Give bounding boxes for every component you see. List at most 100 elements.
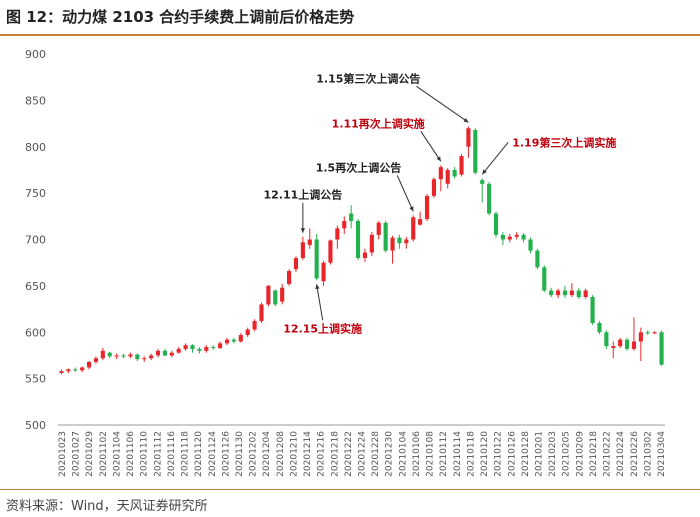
candle-body bbox=[107, 352, 112, 357]
candle-body bbox=[66, 369, 71, 372]
x-tick-label: 20210205 bbox=[562, 431, 572, 477]
chart-title: 图 12：动力煤 2103 合约手续费上调前后价格走势 bbox=[6, 8, 355, 26]
annotation-label: 1.15第三次上调公告 bbox=[316, 71, 420, 85]
x-tick-label: 20201202 bbox=[249, 431, 259, 477]
candle-body bbox=[583, 290, 588, 298]
candle-body bbox=[314, 239, 319, 279]
candle-body bbox=[659, 332, 664, 365]
candle-body bbox=[114, 355, 119, 357]
x-tick-label: 20201210 bbox=[289, 431, 299, 477]
candle-body bbox=[597, 322, 602, 333]
candle-body bbox=[307, 239, 312, 246]
x-tick-label: 20201112 bbox=[153, 431, 163, 477]
x-tick-label: 20201118 bbox=[181, 431, 191, 477]
candle-body bbox=[59, 371, 64, 374]
candle-body bbox=[624, 339, 630, 349]
x-tick-label: 20201124 bbox=[208, 431, 218, 477]
candle-body bbox=[355, 220, 361, 259]
candle-body bbox=[431, 179, 436, 196]
annotation-arrow bbox=[420, 131, 442, 162]
candle-body bbox=[535, 250, 540, 268]
candle-body bbox=[266, 285, 271, 305]
candle-body bbox=[86, 361, 92, 368]
candle-body bbox=[542, 267, 547, 291]
candle-body bbox=[218, 343, 223, 349]
candle-body bbox=[149, 355, 154, 359]
x-tick-label: 20210128 bbox=[521, 431, 531, 477]
candle-body bbox=[190, 345, 195, 349]
x-tick-label: 20201224 bbox=[358, 431, 368, 477]
candle-body bbox=[238, 335, 243, 342]
x-tick-label: 20201130 bbox=[235, 431, 245, 477]
candle-body bbox=[411, 217, 416, 240]
x-tick-label: 20201106 bbox=[126, 431, 136, 477]
x-tick-label: 20201110 bbox=[140, 431, 150, 477]
x-tick-label: 20201120 bbox=[194, 431, 204, 477]
x-tick-label: 20210106 bbox=[412, 431, 422, 477]
candle-body bbox=[183, 345, 188, 349]
candle-body bbox=[521, 234, 526, 240]
candle-body bbox=[349, 213, 354, 221]
candle-body bbox=[473, 130, 478, 173]
annotation-label: 12.11上调公告 bbox=[263, 188, 342, 202]
candle-body bbox=[390, 237, 395, 251]
candle-body bbox=[611, 346, 616, 349]
y-tick-label: 900 bbox=[25, 48, 46, 61]
candle-body bbox=[128, 354, 133, 357]
candle-body bbox=[273, 290, 278, 305]
x-tick-label: 20210122 bbox=[494, 431, 504, 477]
annotation-arrow bbox=[416, 85, 469, 123]
candle-body bbox=[211, 347, 216, 349]
annotation-arrow bbox=[396, 175, 414, 212]
x-tick-label: 20210224 bbox=[616, 431, 626, 477]
x-tick-label: 20201222 bbox=[344, 431, 354, 477]
candle-body bbox=[155, 350, 161, 356]
y-tick-label: 650 bbox=[25, 280, 46, 293]
x-tick-label: 20201104 bbox=[112, 431, 122, 477]
annotation-label: 12.15上调实施 bbox=[283, 321, 362, 335]
x-tick-label: 20210126 bbox=[507, 431, 517, 477]
candle-body bbox=[300, 242, 305, 259]
candle-body bbox=[604, 332, 609, 347]
footer-divider bbox=[0, 489, 700, 490]
x-tick-label: 20210104 bbox=[398, 431, 408, 477]
candle-body bbox=[383, 222, 388, 251]
candle-body bbox=[252, 321, 257, 330]
candle-body bbox=[618, 339, 623, 347]
candle-body bbox=[480, 180, 485, 184]
x-tick-label: 20201116 bbox=[167, 431, 177, 477]
x-tick-label: 20201126 bbox=[221, 431, 231, 477]
candle-body bbox=[259, 304, 264, 322]
candle-body bbox=[142, 358, 147, 360]
candle-body bbox=[562, 290, 568, 296]
x-tick-label: 20201023 bbox=[58, 431, 68, 477]
annotation-arrowhead bbox=[315, 284, 320, 290]
candle-body bbox=[549, 290, 554, 296]
annotation-label: 1.11再次上调实施 bbox=[332, 116, 425, 130]
annotation-arrow bbox=[481, 141, 509, 175]
candle-body bbox=[121, 355, 126, 357]
x-tick-label: 20210209 bbox=[575, 431, 585, 477]
candle-body bbox=[73, 369, 78, 371]
y-tick-label: 600 bbox=[25, 326, 46, 339]
annotation-arrow bbox=[316, 284, 324, 321]
candle-body bbox=[459, 156, 464, 175]
candle-body bbox=[176, 348, 181, 353]
candle-body bbox=[335, 228, 340, 240]
x-tick-label: 20210108 bbox=[426, 431, 436, 477]
candle-body bbox=[404, 239, 409, 244]
y-tick-label: 700 bbox=[25, 234, 46, 247]
title-divider bbox=[0, 34, 700, 36]
candle-body bbox=[418, 219, 423, 225]
annotation-arrowhead bbox=[436, 156, 441, 162]
x-tick-label: 20210222 bbox=[603, 431, 613, 477]
candle-body bbox=[231, 339, 236, 342]
candle-body bbox=[438, 167, 443, 180]
x-tick-label: 20210218 bbox=[589, 431, 599, 477]
annotation-arrowhead bbox=[463, 117, 469, 123]
annotation-arrowhead bbox=[482, 169, 487, 175]
candle-body bbox=[514, 234, 519, 237]
x-tick-label: 20210114 bbox=[453, 431, 463, 477]
candle-body bbox=[652, 332, 657, 334]
